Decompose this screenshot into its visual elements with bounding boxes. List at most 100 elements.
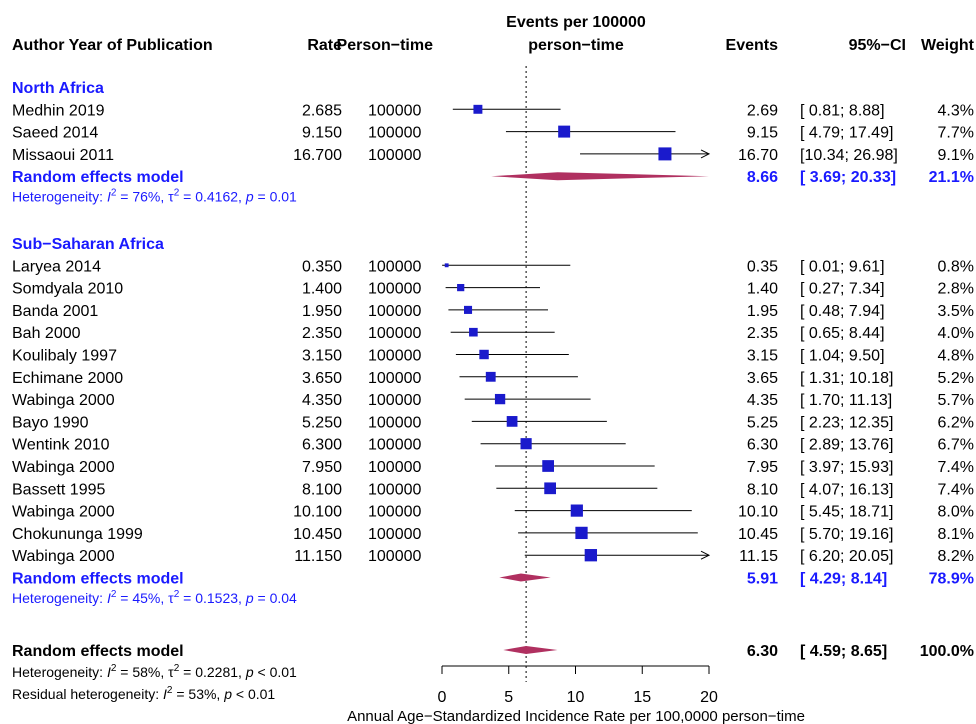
study-person-time: 100000 [368, 258, 421, 275]
subgroup-diamond [491, 172, 709, 180]
study-weight: 6.7% [938, 437, 974, 454]
heterogeneity-mid: = 76%, τ [116, 189, 174, 205]
study-events: 5.25 [747, 414, 778, 431]
study-ci: [ 0.48; 7.94] [800, 303, 885, 320]
study-rate: 5.250 [302, 414, 342, 431]
study-person-time: 100000 [368, 392, 421, 409]
study-label: Wabinga 2000 [12, 459, 115, 476]
study-marker [658, 147, 671, 160]
study-events: 1.40 [747, 281, 778, 298]
study-ci: [ 2.23; 12.35] [800, 414, 893, 431]
study-person-time: 100000 [368, 370, 421, 387]
subgroup-diamond [499, 574, 550, 582]
study-label: Chokununga 1999 [12, 526, 143, 543]
study-label: Bah 2000 [12, 325, 81, 342]
x-tick-label: 20 [700, 689, 718, 706]
study-label: Wentink 2010 [12, 437, 110, 454]
header-plot-title-line1: Events per 100000 [506, 14, 646, 31]
subgroup-title: Sub−Saharan Africa [12, 236, 164, 253]
header-ci: 95%−CI [849, 37, 906, 54]
subgroup-heterogeneity: Heterogeneity: I2 = 45%, τ2 = 0.1523, p … [12, 589, 297, 606]
study-label: Wabinga 2000 [12, 548, 115, 565]
heterogeneity-prefix: Heterogeneity: [12, 590, 107, 606]
x-tick-label: 5 [504, 689, 513, 706]
heterogeneity-p: p [245, 590, 254, 606]
study-events: 8.10 [747, 481, 778, 498]
study-marker [571, 505, 583, 517]
study-events: 3.65 [747, 370, 778, 387]
study-marker [521, 438, 532, 449]
study-marker [469, 328, 478, 337]
subgroup-model-events: 8.66 [747, 169, 778, 186]
subgroup-model-label: Random effects model [12, 169, 184, 186]
study-ci: [ 0.81; 8.88] [800, 102, 885, 119]
study-weight: 8.1% [938, 526, 974, 543]
study-person-time: 100000 [368, 437, 421, 454]
study-ci: [ 3.97; 15.93] [800, 459, 893, 476]
study-events: 6.30 [747, 437, 778, 454]
study-label: Medhin 2019 [12, 102, 105, 119]
study-label: Echimane 2000 [12, 370, 123, 387]
heterogeneity-end: < 0.01 [254, 664, 297, 680]
study-events: 3.15 [747, 348, 778, 365]
header-study: Author Year of Publication [12, 37, 213, 54]
study-weight: 5.2% [938, 370, 974, 387]
study-ci: [ 4.79; 17.49] [800, 125, 893, 142]
study-events: 2.35 [747, 325, 778, 342]
study-marker [486, 372, 496, 382]
residual-heterogeneity: Residual heterogeneity: I2 = 53%, p < 0.… [12, 685, 275, 702]
study-rate: 1.950 [302, 303, 342, 320]
study-ci: [ 5.45; 18.71] [800, 504, 893, 521]
study-rate: 16.700 [293, 147, 342, 164]
study-marker [445, 263, 449, 267]
x-tick-label: 15 [633, 689, 651, 706]
heterogeneity-mid: = 58%, τ [116, 664, 174, 680]
study-events: 1.95 [747, 303, 778, 320]
study-weight: 7.7% [938, 125, 974, 142]
study-person-time: 100000 [368, 459, 421, 476]
study-person-time: 100000 [368, 548, 421, 565]
subgroup-model-ci: [ 3.69; 20.33] [800, 169, 896, 186]
study-rate: 7.950 [302, 459, 342, 476]
header-person-time: Person−time [337, 37, 434, 54]
study-rate: 10.100 [293, 504, 342, 521]
x-axis-label: Annual Age−Standardized Incidence Rate p… [347, 708, 805, 724]
overall-model-events: 6.30 [747, 643, 778, 660]
study-person-time: 100000 [368, 125, 421, 142]
study-label: Somdyala 2010 [12, 281, 123, 298]
x-tick-label: 0 [438, 689, 447, 706]
study-rate: 6.300 [302, 437, 342, 454]
heterogeneity-end: = 0.01 [254, 189, 297, 205]
study-weight: 4.3% [938, 102, 974, 119]
study-rate: 2.685 [302, 102, 342, 119]
study-weight: 8.0% [938, 504, 974, 521]
study-weight: 4.8% [938, 348, 974, 365]
heterogeneity-mid: = 0.4162, [179, 189, 246, 205]
heterogeneity-p: p [245, 189, 254, 205]
study-ci: [ 1.04; 9.50] [800, 348, 885, 365]
study-ci: [10.34; 26.98] [800, 147, 898, 164]
study-person-time: 100000 [368, 504, 421, 521]
study-label: Wabinga 2000 [12, 504, 115, 521]
study-events: 16.70 [738, 147, 778, 164]
subgroup-heterogeneity: Heterogeneity: I2 = 76%, τ2 = 0.4162, p … [12, 188, 297, 205]
header-weight: Weight [921, 37, 975, 54]
study-events: 10.10 [738, 504, 778, 521]
study-weight: 7.4% [938, 481, 974, 498]
study-marker [542, 460, 554, 472]
study-marker [495, 394, 505, 404]
study-rate: 11.150 [294, 548, 342, 565]
heterogeneity-p: p [245, 664, 254, 680]
study-weight: 2.8% [938, 281, 974, 298]
study-events: 0.35 [747, 258, 778, 275]
subgroup-model-events: 5.91 [747, 571, 778, 588]
heterogeneity-prefix: Heterogeneity: [12, 664, 107, 680]
overall-model-ci: [ 4.59; 8.65] [800, 643, 887, 660]
study-ci: [ 2.89; 13.76] [800, 437, 893, 454]
study-rate: 1.400 [302, 281, 342, 298]
study-rate: 3.650 [302, 370, 342, 387]
study-person-time: 100000 [368, 348, 421, 365]
overall-model-weight: 100.0% [920, 643, 974, 660]
study-label: Wabinga 2000 [12, 392, 115, 409]
